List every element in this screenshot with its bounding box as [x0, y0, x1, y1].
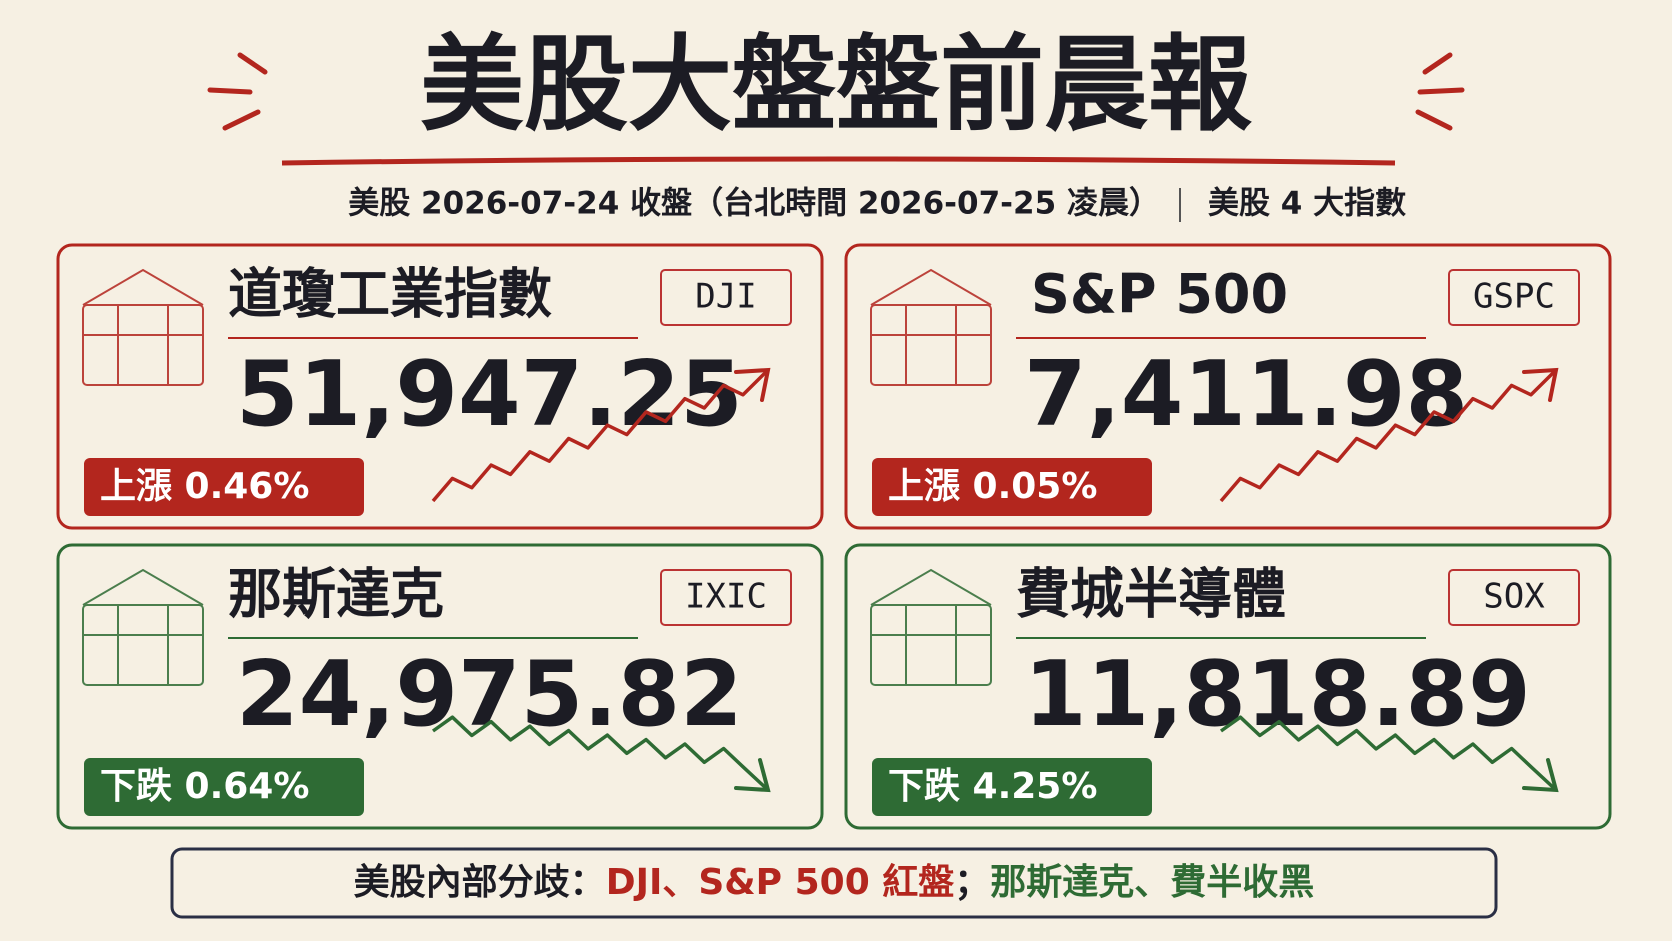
icon-base [870, 604, 992, 686]
subtitle-right: 美股 4 大指數 [1208, 186, 1406, 222]
index-change: 上漲 0.05% [888, 466, 1097, 507]
index-code: SOX [1483, 577, 1545, 617]
title-underline [281, 156, 1396, 166]
trend-arrowhead [1522, 758, 1559, 793]
trend-line [1219, 368, 1558, 503]
card-icon [82, 568, 204, 686]
index-card: 道瓊工業指數 DJI 51,947.25 上漲 0.46% [56, 243, 824, 530]
icon-top [870, 568, 992, 606]
index-name: S&P 500 [1031, 263, 1288, 326]
change-badge [872, 758, 1152, 816]
index-change: 下跌 4.25% [888, 766, 1097, 807]
footer-box [170, 847, 1498, 919]
title: 美股大盤盤前晨報 [420, 23, 1252, 145]
index-card: 那斯達克 IXIC 24,975.82 下跌 0.64% [56, 543, 824, 830]
card-border [844, 243, 1612, 530]
cards: 道瓊工業指數 DJI 51,947.25 上漲 0.46% S&P 500 GSPC7,4… [56, 243, 1612, 830]
trend-line [431, 715, 770, 792]
index-code: DJI [695, 277, 756, 317]
card-border [56, 243, 824, 530]
footer-lead: 美股內部分歧： [354, 862, 606, 903]
trend-arrowhead [1522, 367, 1559, 402]
card-icon [870, 268, 992, 386]
card-border [844, 543, 1612, 830]
index-code: GSPC [1473, 277, 1555, 317]
icon-base [82, 604, 204, 686]
change-badge [84, 758, 364, 816]
icon-top [82, 568, 204, 606]
index-name: 那斯達克 [228, 563, 444, 626]
icon-top [82, 268, 204, 306]
index-value: 24,975.82 [236, 642, 743, 747]
index-value: 51,947.25 [236, 342, 743, 447]
change-badge [84, 458, 364, 516]
index-name: 道瓊工業指數 [228, 263, 552, 326]
code-box [660, 269, 792, 326]
icon-base [82, 304, 204, 386]
subtitle: 美股 2026-07-24 收盤（台北時間 2026-07-25 凌晨） [348, 186, 1160, 222]
index-value: 11,818.89 [1024, 642, 1531, 747]
card-icon [82, 268, 204, 386]
card-border [56, 543, 824, 830]
trend-arrowhead [734, 758, 771, 793]
code-box [1448, 569, 1580, 626]
title-accents [207, 52, 1465, 131]
footer-green: 那斯達克、費半收黑 [990, 862, 1314, 903]
card-icon [870, 568, 992, 686]
change-badge [872, 458, 1152, 516]
footer: 美股內部分歧：DJI、S&P 500 紅盤；那斯達克、費半收黑 [354, 862, 1315, 903]
index-change: 上漲 0.46% [100, 466, 309, 507]
index-code: IXIC [685, 577, 767, 617]
code-box [1448, 269, 1580, 326]
index-name: 費城半導體 [1016, 563, 1286, 626]
footer-red: DJI、S&P 500 紅盤 [606, 862, 955, 903]
icon-base [870, 304, 992, 386]
icon-top [870, 268, 992, 306]
index-change: 下跌 0.64% [100, 766, 309, 807]
footer-separator: ； [954, 862, 990, 903]
trend-arrowhead [734, 367, 771, 402]
trend-line [431, 368, 770, 503]
index-value: 7,411.98 [1024, 342, 1468, 447]
trend-line [1219, 715, 1558, 792]
index-card: 費城半導體 SOX 11,818.89 下跌 4.25% [844, 543, 1612, 830]
code-box [660, 569, 792, 626]
